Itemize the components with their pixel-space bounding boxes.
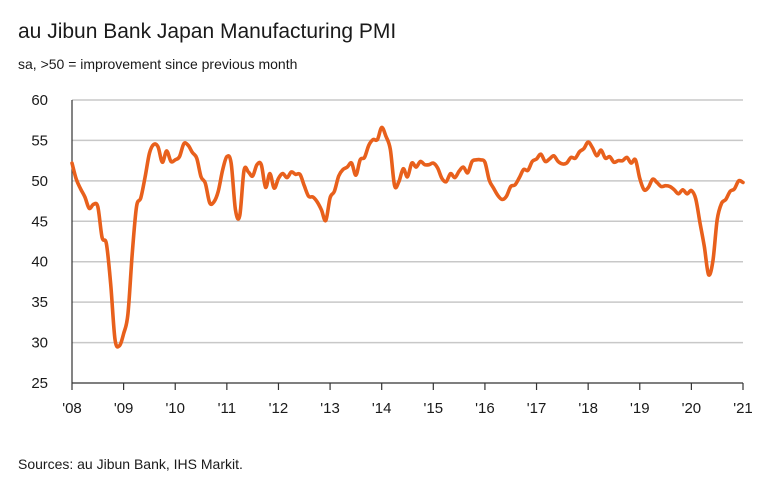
series-line-0	[70, 125, 745, 349]
axes	[71, 100, 744, 390]
x-tick-label-8: '16	[475, 400, 495, 417]
series	[70, 125, 745, 349]
y-tick-label-35: 35	[31, 294, 48, 311]
x-tick-label-13: '21	[733, 400, 753, 417]
y-tick-label-60: 60	[31, 92, 48, 109]
x-tick-label-12: '20	[682, 400, 702, 417]
chart-subtitle: sa, >50 = improvement since previous mon…	[18, 56, 298, 72]
y-tick-labels: 25 30 35 40 45 50 55 60	[31, 92, 48, 392]
y-tick-label-50: 50	[31, 173, 48, 190]
y-tick-label-30: 30	[31, 335, 48, 352]
x-tick-labels: '08 '09 '10 '11 '12 '13 '14 '15 '16 '17 '18 '19 '20 '…	[62, 400, 753, 417]
x-tick-label-7: '15	[424, 400, 444, 417]
y-tick-label-40: 40	[31, 254, 48, 271]
x-tick-label-3: '11	[218, 400, 236, 417]
chart-source: Sources: au Jibun Bank, IHS Markit.	[18, 456, 243, 472]
x-tick-label-10: '18	[578, 400, 598, 417]
x-tick-label-9: '17	[527, 400, 547, 417]
x-tick-label-5: '13	[320, 400, 340, 417]
y-tick-label-25: 25	[31, 375, 48, 392]
x-tick-label-6: '14	[372, 400, 392, 417]
x-tick-label-2: '10	[165, 400, 185, 417]
gridlines	[72, 99, 743, 344]
x-tick-label-1: '09	[114, 400, 134, 417]
y-tick-label-45: 45	[31, 213, 48, 230]
x-tick-label-0: '08	[62, 400, 82, 417]
x-tick-label-11: '19	[630, 400, 650, 417]
x-tick-label-4: '12	[269, 400, 289, 417]
y-tick-label-55: 55	[31, 132, 48, 149]
chart-title: au Jibun Bank Japan Manufacturing PMI	[18, 20, 397, 43]
